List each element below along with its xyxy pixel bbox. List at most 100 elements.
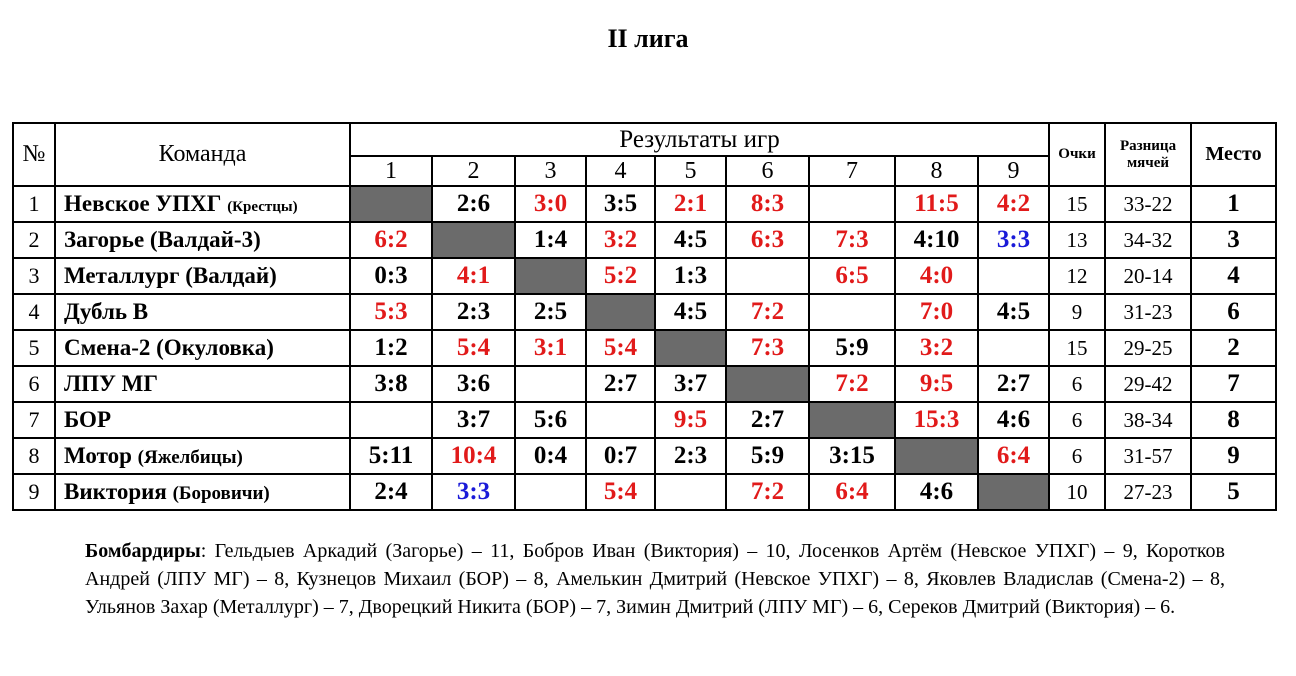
row-number: 5 — [12, 329, 56, 367]
result-cell: 0:7 — [585, 437, 656, 475]
points-cell: 13 — [1048, 221, 1107, 259]
result-cell: 7:0 — [894, 293, 979, 331]
header-col-7: 7 — [808, 155, 896, 187]
result-cell: 15:3 — [894, 401, 979, 439]
team-name: Дубль В — [64, 299, 149, 324]
result-cell: 2:3 — [431, 293, 516, 331]
table-row: 8 Мотор (Яжелбицы) 5:11 10:4 0:4 0:7 2:3 5:9 3:1… — [12, 437, 1278, 475]
result-cell: 5:11 — [349, 437, 433, 475]
team-cell: Металлург (Валдай) — [54, 257, 351, 295]
result-cell: 3:7 — [431, 401, 516, 439]
place-cell: 6 — [1190, 293, 1278, 331]
points-cell: 9 — [1048, 293, 1107, 331]
result-cell: 7:3 — [725, 329, 810, 367]
place-cell: 7 — [1190, 365, 1278, 403]
team-cell: Загорье (Валдай-3) — [54, 221, 351, 259]
result-cell: 3:5 — [585, 185, 656, 223]
result-cell — [514, 473, 587, 511]
table-row: 7 БОР 3:7 5:6 9:5 2:7 15:3 4:6 6 38-34 8 — [12, 401, 1278, 439]
result-cell — [514, 365, 587, 403]
header-col-6: 6 — [725, 155, 810, 187]
result-cell: 3:8 — [349, 365, 433, 403]
result-cell: 11:5 — [894, 185, 979, 223]
team-cell: Невское УПХГ (Крестцы) — [54, 185, 351, 223]
result-cell: 5:9 — [808, 329, 896, 367]
result-cell: 5:9 — [725, 437, 810, 475]
header-col-3: 3 — [514, 155, 587, 187]
page-title: II лига — [607, 24, 689, 53]
row-number: 4 — [12, 293, 56, 331]
team-cell: Мотор (Яжелбицы) — [54, 437, 351, 475]
result-cell: 4:5 — [654, 293, 727, 331]
row-number: 2 — [12, 221, 56, 259]
table-row: 1 Невское УПХГ (Крестцы) 2:6 3:0 3:5 2:1 8:3 11… — [12, 185, 1278, 223]
row-number: 9 — [12, 473, 56, 511]
goal-diff-cell: 33-22 — [1104, 185, 1193, 223]
result-cell — [976, 329, 1051, 367]
place-cell: 5 — [1190, 473, 1278, 511]
table-row: 5 Смена-2 (Окуловка) 1:2 5:4 3:1 5:4 7:3 5:9 3:2… — [12, 329, 1278, 367]
header-num: № — [12, 122, 56, 187]
header-col-2: 2 — [431, 155, 516, 187]
table-row: 9 Виктория (Боровичи) 2:4 3:3 5:4 7:2 6:4 4:6 10… — [12, 473, 1278, 511]
header-col-5: 5 — [654, 155, 727, 187]
result-cell: 0:4 — [514, 437, 587, 475]
result-cell: 5:6 — [514, 401, 587, 439]
team-cell: Дубль В — [54, 293, 351, 331]
header-place: Место — [1190, 122, 1278, 187]
self-match-cell — [725, 365, 810, 403]
place-cell: 3 — [1190, 221, 1278, 259]
result-cell: 5:3 — [349, 293, 433, 331]
self-match-cell — [808, 401, 896, 439]
result-cell: 4:6 — [894, 473, 979, 511]
result-cell: 4:6 — [976, 401, 1051, 439]
header-points: Очки — [1048, 122, 1107, 187]
team-name: Виктория — [64, 479, 167, 504]
result-cell — [808, 293, 896, 331]
self-match-cell — [654, 329, 727, 367]
team-city: (Боровичи) — [172, 483, 270, 504]
result-cell: 3:6 — [431, 365, 516, 403]
result-cell: 2:7 — [585, 365, 656, 403]
header-col-9: 9 — [976, 155, 1051, 187]
place-cell: 8 — [1190, 401, 1278, 439]
goal-diff-cell: 29-42 — [1104, 365, 1193, 403]
goal-diff-cell: 29-25 — [1104, 329, 1193, 367]
self-match-cell — [514, 257, 587, 295]
table-row: 2 Загорье (Валдай-3) 6:2 1:4 3:2 4:5 6:3 7:3 4:1… — [12, 221, 1278, 259]
points-cell: 6 — [1048, 365, 1107, 403]
self-match-cell — [431, 221, 516, 259]
result-cell: 2:5 — [514, 293, 587, 331]
result-cell: 4:2 — [976, 185, 1051, 223]
header-diff: Разница мячей — [1104, 122, 1193, 187]
goal-diff-cell: 20-14 — [1104, 257, 1193, 295]
result-cell: 2:4 — [349, 473, 433, 511]
result-cell: 2:7 — [725, 401, 810, 439]
row-number: 8 — [12, 437, 56, 475]
row-number: 6 — [12, 365, 56, 403]
goal-diff-cell: 38-34 — [1104, 401, 1193, 439]
result-cell: 5:4 — [431, 329, 516, 367]
result-cell: 3:2 — [585, 221, 656, 259]
scorers-label: Бомбардиры — [85, 540, 201, 562]
top-scorers: Бомбардиры: Гельдыев Аркадий (Загорье) –… — [85, 537, 1225, 621]
team-name: Невское УПХГ — [64, 191, 222, 216]
points-cell: 10 — [1048, 473, 1107, 511]
team-name: Металлург (Валдай) — [64, 263, 277, 288]
row-number: 1 — [12, 185, 56, 223]
self-match-cell — [976, 473, 1051, 511]
result-cell: 2:7 — [976, 365, 1051, 403]
result-cell: 1:2 — [349, 329, 433, 367]
result-cell — [808, 185, 896, 223]
header-team: Команда — [54, 122, 351, 187]
result-cell: 3:15 — [808, 437, 896, 475]
result-cell: 7:2 — [725, 293, 810, 331]
place-cell: 9 — [1190, 437, 1278, 475]
points-cell: 15 — [1048, 185, 1107, 223]
result-cell: 5:4 — [585, 473, 656, 511]
standings-table: № Команда Результаты игр Очки Разница мя… — [12, 122, 1278, 511]
team-cell: Смена-2 (Окуловка) — [54, 329, 351, 367]
result-cell: 5:4 — [585, 329, 656, 367]
table-row: 6 ЛПУ МГ 3:8 3:6 2:7 3:7 7:2 9:5 2:7 6 29-42 7 — [12, 365, 1278, 403]
team-cell: ЛПУ МГ — [54, 365, 351, 403]
